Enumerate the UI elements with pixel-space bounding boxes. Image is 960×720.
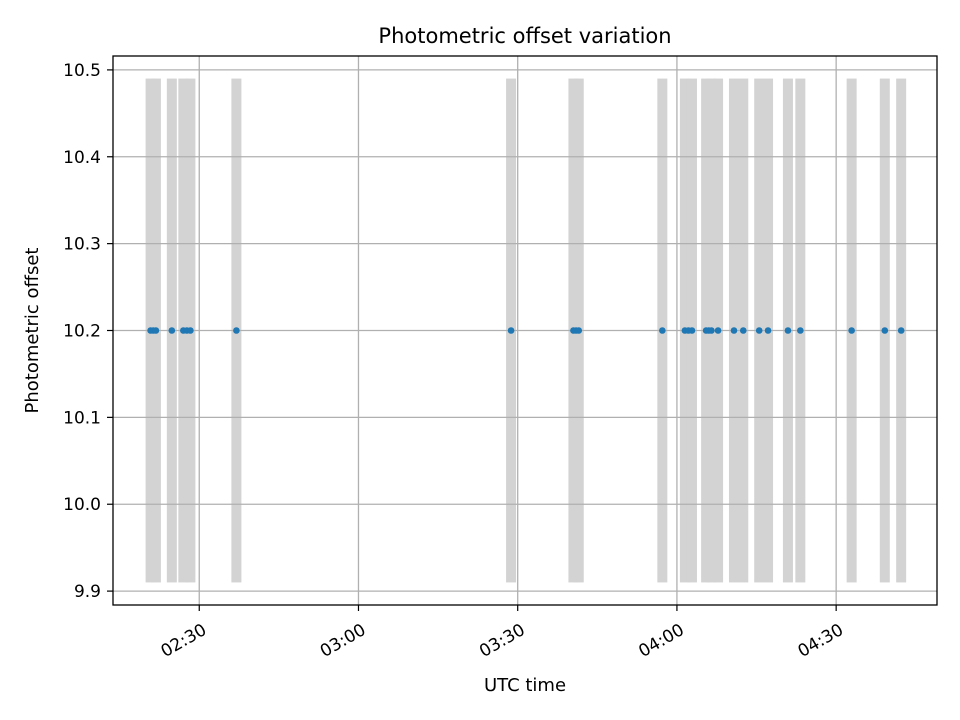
data-point [739, 327, 747, 334]
y-tick-label: 10.2 [63, 322, 101, 342]
data-point [848, 327, 855, 334]
x-tick-label: 03:30 [476, 620, 528, 662]
y-tick-label: 10.0 [63, 495, 101, 515]
data-point [714, 327, 722, 334]
y-axis-ticks: 9.9 10.0 10.1 10.2 10.3 10.4 10.5 [63, 61, 113, 602]
data-point [187, 327, 194, 334]
y-tick-label: 10.3 [63, 235, 101, 255]
chart-title: Photometric offset variation [378, 24, 671, 48]
data-point [233, 327, 240, 334]
y-tick-label: 10.1 [63, 408, 101, 428]
data-point [152, 327, 160, 334]
data-point [168, 327, 176, 334]
y-tick-label: 10.5 [63, 61, 101, 81]
data-point [881, 327, 889, 334]
data-point [755, 327, 763, 334]
data-point [797, 327, 804, 334]
data-point [764, 327, 772, 334]
grid-lines [113, 56, 937, 605]
data-point [708, 327, 715, 334]
y-tick-label: 9.9 [74, 582, 101, 602]
data-points [147, 327, 905, 334]
data-point [897, 327, 905, 334]
x-tick-label: 02:30 [158, 620, 210, 662]
x-tick-label: 04:00 [635, 620, 687, 662]
data-point [575, 327, 583, 334]
data-point [784, 327, 792, 334]
x-axis-label: UTC time [484, 675, 566, 696]
data-point [688, 327, 696, 334]
data-point [507, 327, 515, 334]
data-point [730, 327, 738, 334]
x-tick-label: 04:30 [795, 620, 847, 662]
x-tick-label: 03:00 [317, 620, 369, 662]
x-axis-ticks: 02:30 03:00 03:30 04:00 04:30 [158, 605, 847, 662]
y-tick-label: 10.4 [63, 148, 101, 168]
y-axis-label: Photometric offset [22, 248, 43, 414]
data-point [659, 327, 666, 334]
